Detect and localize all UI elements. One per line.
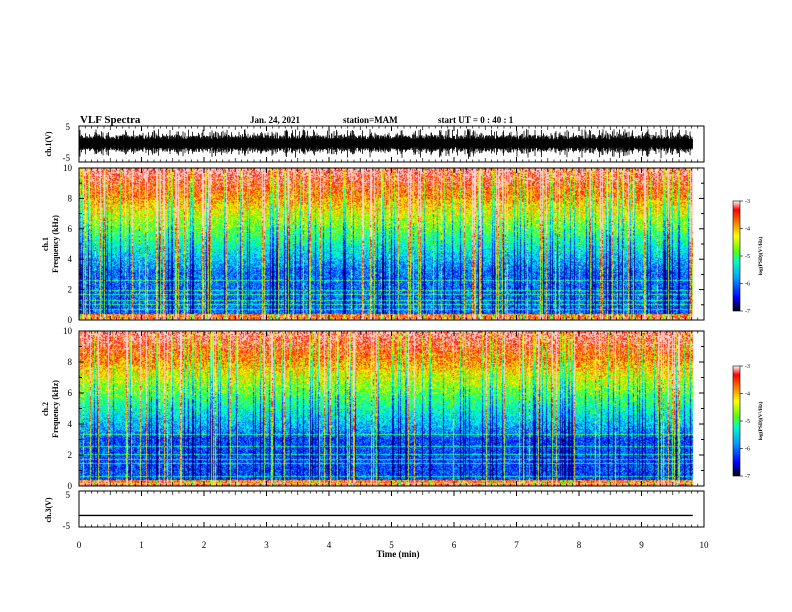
y-tick-label-2: 2 — [68, 285, 73, 295]
ch1-spectrogram-heatmap — [79, 168, 704, 320]
ch2-colorbar-ticks: -3 -4 -5 -6 -7 — [740, 364, 750, 480]
figure-title: VLF Spectra — [80, 114, 141, 126]
x-tick-label-5: 5 — [389, 540, 394, 550]
ch2-spectrogram-heatmap — [79, 331, 704, 486]
x-tick-label-1: 1 — [139, 540, 144, 550]
ch1-spectrogram-ylabel-channel: ch.1 — [41, 237, 50, 251]
y-tick-label-8: 8 — [68, 193, 73, 203]
ch1-spectrogram-yticks: 0 2 4 6 8 10 — [63, 163, 704, 325]
header-date: Jan. 24, 2021 — [250, 115, 301, 125]
colorbar-tick-label--4: -4 — [745, 392, 750, 398]
x-tick-label-0: 0 — [77, 540, 82, 550]
ch3-ylabel: ch.3(V) — [44, 497, 53, 522]
colorbar-tick-label--5: -5 — [745, 254, 750, 260]
y-tick-label-10: 10 — [63, 326, 73, 336]
ch2-spectrogram-yticks: 0 2 4 6 8 10 — [63, 326, 704, 491]
colorbar-tick-label--5: -5 — [745, 419, 750, 425]
x-tick-label-6: 6 — [452, 540, 457, 550]
ch1-waveform-ticks — [78, 126, 705, 162]
ch1-colorbar-label: log(PSD)(V²/Hz) — [757, 237, 764, 276]
ch1-spectrogram-ylabel: Frequency (kHz) — [51, 215, 60, 273]
y-tick-label-0: 0 — [68, 315, 73, 325]
x-axis-label: Time (min) — [376, 549, 419, 559]
y-tick-label-8: 8 — [68, 357, 73, 367]
ch1-waveform-trace — [79, 129, 693, 159]
ch1-ylabel: ch.1(V) — [44, 131, 53, 156]
x-tick-label-10: 10 — [700, 540, 710, 550]
x-axis-tick-labels: 0 1 2 3 4 5 6 7 8 9 10 — [77, 540, 709, 550]
ch3-ytick-top: 5 — [66, 490, 71, 500]
x-tick-label-7: 7 — [514, 540, 519, 550]
ch1-ytick-top: 5 — [66, 122, 71, 132]
ch1-ytick-bottom: -5 — [63, 153, 71, 163]
colorbar-tick-label--3: -3 — [745, 364, 750, 370]
ch1-colorbar-ticks: -3 -4 -5 -6 -7 — [740, 199, 750, 315]
x-tick-label-2: 2 — [202, 540, 207, 550]
ch1-spectrogram-ticks — [78, 168, 705, 320]
ch2-spectrogram-ylabel-channel: ch.2 — [41, 402, 50, 416]
x-tick-label-9: 9 — [639, 540, 644, 550]
colorbar-tick-label--3: -3 — [745, 199, 750, 205]
colorbar-tick-label--4: -4 — [745, 227, 750, 233]
ch1-colorbar — [732, 200, 741, 312]
ch2-spectrogram-ticks — [78, 331, 705, 486]
ch3-waveform-ticks — [78, 491, 705, 527]
ch3-ytick-bottom: -5 — [63, 521, 71, 531]
colorbar-tick-label--7: -7 — [745, 309, 750, 315]
y-tick-label-4: 4 — [68, 254, 73, 264]
colorbar-tick-label--6: -6 — [745, 447, 750, 453]
y-tick-label-2: 2 — [68, 450, 73, 460]
ch1-waveform-panel: 5 -5 ch.1(V) — [44, 122, 705, 163]
x-tick-label-3: 3 — [264, 540, 269, 550]
ch2-colorbar — [732, 365, 741, 477]
x-tick-label-8: 8 — [577, 540, 582, 550]
header-station: station=MAM — [343, 115, 398, 125]
ch3-waveform-panel: 5 -5 ch.3(V) — [44, 490, 705, 531]
ch1-waveform-path — [79, 129, 693, 159]
y-tick-label-6: 6 — [68, 388, 73, 398]
header-start-time: start UT = 0 : 40 : 1 — [438, 115, 514, 125]
y-tick-label-10: 10 — [63, 163, 73, 173]
colorbar-tick-label--6: -6 — [745, 282, 750, 288]
x-tick-label-4: 4 — [327, 540, 332, 550]
y-tick-label-0: 0 — [68, 481, 73, 491]
ch2-colorbar-label: log(PSD)(V²/Hz) — [757, 402, 764, 441]
y-tick-label-6: 6 — [68, 224, 73, 234]
ch2-spectrogram-ylabel: Frequency (kHz) — [51, 380, 60, 438]
colorbar-tick-label--7: -7 — [745, 474, 750, 480]
y-tick-label-4: 4 — [68, 419, 73, 429]
